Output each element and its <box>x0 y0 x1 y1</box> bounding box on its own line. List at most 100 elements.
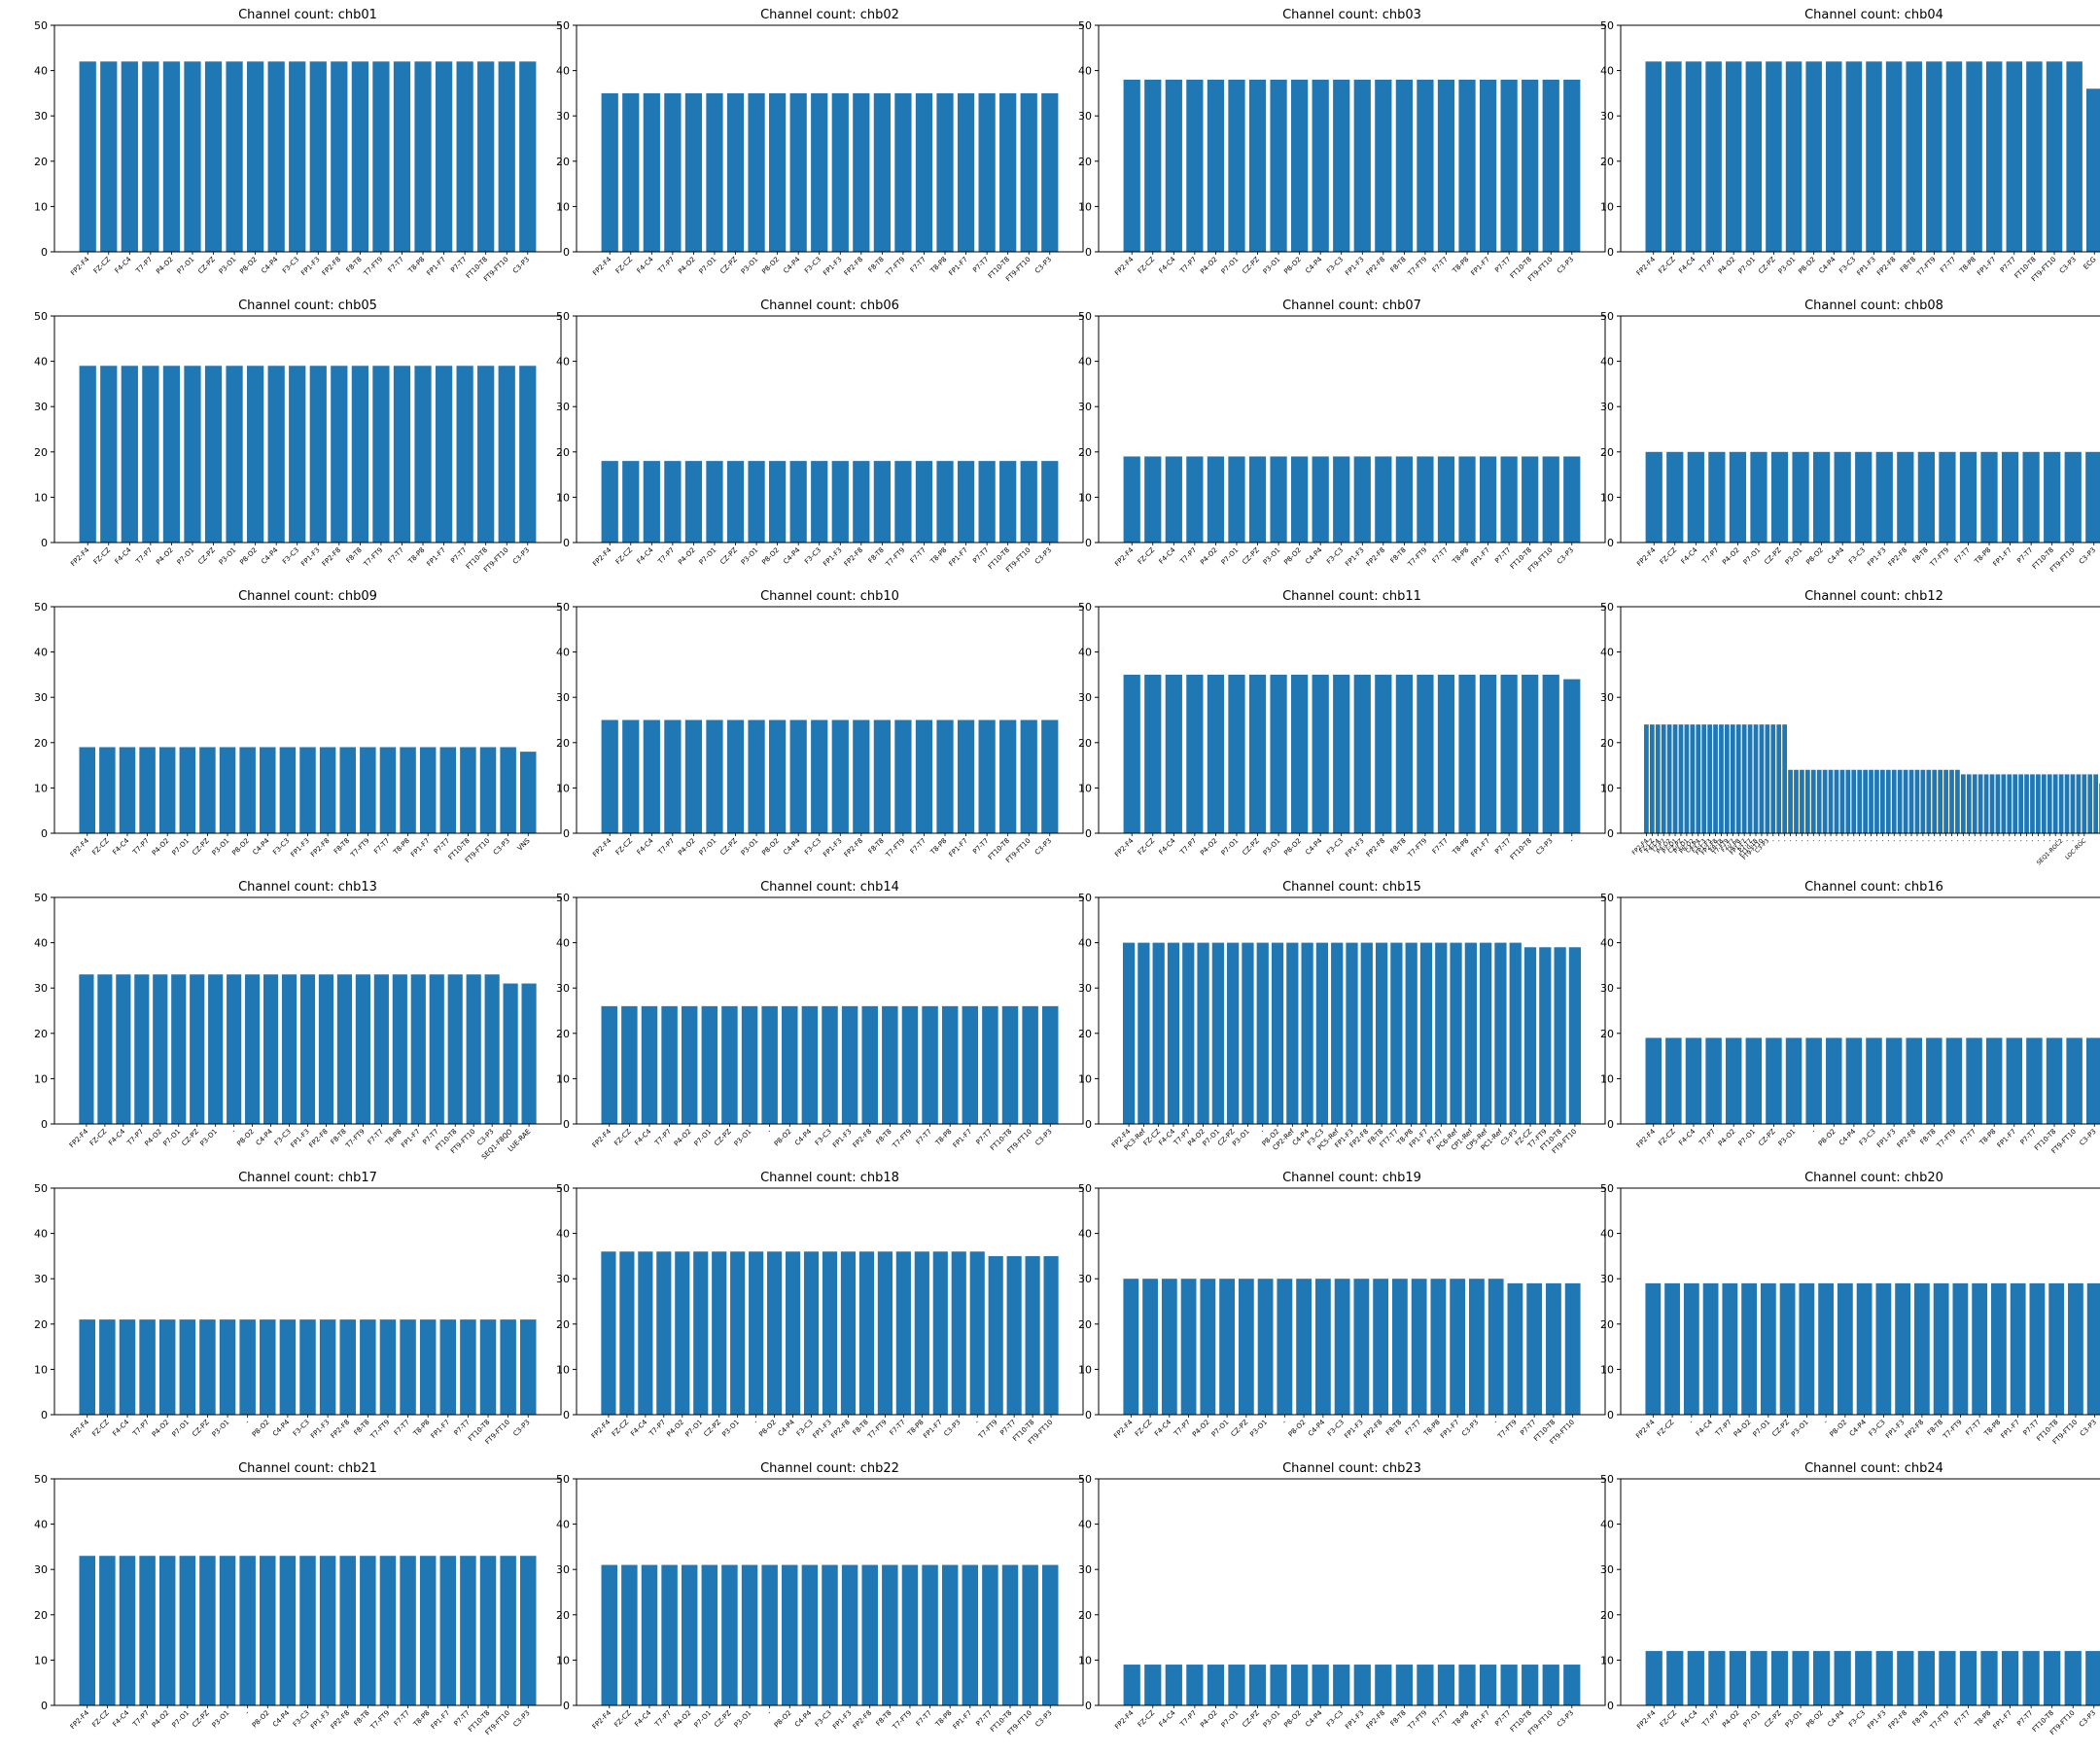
x-tick-label: FP2-F4 <box>591 1127 613 1149</box>
bar <box>1725 61 1742 252</box>
y-tick-label: 30 <box>556 1563 570 1576</box>
y-tick-label: 10 <box>556 1654 570 1666</box>
bar <box>1645 1282 1662 1415</box>
x-tick-label: C4-P4 <box>782 545 802 566</box>
y-tick-label: 40 <box>556 1519 570 1531</box>
bar <box>2070 774 2076 833</box>
x-tick-label: F7-T7 <box>1953 546 1972 565</box>
x-tick-label: - <box>1568 836 1576 844</box>
bar <box>1943 769 1948 833</box>
y-tick-label: 20 <box>1078 1028 1092 1040</box>
bar <box>116 974 131 1124</box>
y-tick-label: 40 <box>1078 1228 1092 1241</box>
bar <box>1972 1282 1988 1415</box>
bar <box>936 719 954 833</box>
bar <box>1661 724 1666 833</box>
bar <box>767 1251 783 1415</box>
bar <box>1333 79 1350 252</box>
y-tick-label: 0 <box>563 827 570 840</box>
bar <box>1391 1279 1408 1415</box>
subplot-title: Channel count: chb12 <box>1804 589 1943 604</box>
bar <box>1914 769 1920 833</box>
x-tick-label: F3-C3 <box>814 1709 833 1729</box>
y-tick-label: 0 <box>1085 1118 1092 1131</box>
x-tick-label: P7-O1 <box>698 256 718 276</box>
bar <box>601 92 618 253</box>
x-tick-label: T7-FT9 <box>348 837 370 859</box>
x-tick-label: - <box>1908 837 1914 843</box>
subplot-title: Channel count: chb22 <box>760 1461 899 1476</box>
bar <box>2085 1651 2100 1705</box>
y-tick-label: 50 <box>556 1182 570 1195</box>
bar <box>1991 1282 2007 1415</box>
x-tick-label: CZ-PZ <box>1230 1419 1250 1439</box>
x-tick-label: FP1-F3 <box>299 546 321 568</box>
x-tick-label: P7-T7 <box>1493 837 1512 856</box>
x-tick-label: C4-P4 <box>777 1418 797 1438</box>
bar <box>1926 61 1942 252</box>
x-tick-label: T7-P7 <box>125 1128 145 1147</box>
bar <box>1270 1665 1287 1705</box>
subplot-title: Channel count: chb02 <box>760 8 899 22</box>
bar <box>2001 451 2019 543</box>
x-tick-label: - <box>2001 837 2007 843</box>
x-tick-label: FP1-F7 <box>430 1709 451 1731</box>
x-tick-label: T8-P8 <box>406 546 426 566</box>
bar <box>439 747 457 833</box>
bar <box>260 1556 276 1705</box>
bar <box>1851 769 1857 833</box>
x-tick-label: F4-C4 <box>1677 1127 1697 1146</box>
bar <box>915 92 933 253</box>
x-tick-label: F3-C3 <box>281 546 300 566</box>
bar <box>882 1005 898 1124</box>
x-tick-label: C4-P4 <box>1304 836 1324 857</box>
bar <box>1960 774 1966 833</box>
bar <box>1856 1282 1872 1415</box>
x-tick-label: - <box>1897 837 1903 843</box>
bar <box>1291 674 1309 833</box>
x-tick-label: - <box>1863 837 1869 843</box>
y-tick-label: 40 <box>556 647 570 659</box>
y-tick-label: 10 <box>556 1072 570 1085</box>
bar <box>1248 456 1267 543</box>
subplot-22: Channel count: chb22 0 10 20 30 40 50 FP2-F4 FZ-… <box>556 1461 1084 1736</box>
bar <box>289 366 306 543</box>
x-tick-label: T7-FT9 <box>1928 1709 1950 1732</box>
bar <box>1417 79 1434 252</box>
axes-frame <box>1098 1478 1606 1706</box>
bar <box>1450 1279 1466 1415</box>
y-tick-label: 40 <box>1600 356 1614 368</box>
x-tick-label: T8-P8 <box>1973 546 1992 566</box>
bar <box>1522 1665 1539 1705</box>
bar <box>1522 674 1539 833</box>
bar <box>1020 719 1037 833</box>
bar <box>1649 724 1655 833</box>
subplot-24: Channel count: chb24 0 10 20 30 40 50 FP2-F4 FZ-… <box>1600 1461 2100 1736</box>
bar <box>601 461 618 543</box>
bar <box>1959 451 1978 543</box>
x-tick-label: F4-C4 <box>114 545 133 565</box>
x-tick-label: P7-O1 <box>1752 1419 1772 1439</box>
x-tick-label: P3-O1 <box>1262 837 1282 858</box>
bar <box>179 747 196 833</box>
y-tick-label: 20 <box>556 446 570 459</box>
x-tick-label: F3-C3 <box>281 256 300 275</box>
x-tick-label: FZ-CZ <box>1657 256 1677 276</box>
bar <box>1966 1037 1982 1124</box>
bar <box>2018 774 2023 833</box>
bar <box>1464 942 1477 1124</box>
y-tick-label: 30 <box>1600 110 1614 123</box>
bar <box>1866 61 1882 252</box>
bar <box>1785 61 1802 252</box>
bar <box>1479 79 1497 252</box>
bar <box>831 719 849 833</box>
bar <box>1917 1651 1935 1705</box>
bar <box>1469 1279 1485 1415</box>
bar <box>915 461 933 543</box>
x-tick-label: F8-T8 <box>1384 1419 1403 1437</box>
x-tick-label: P7-T7 <box>1493 1709 1512 1728</box>
x-tick-label: FP2-F4 <box>1113 255 1136 277</box>
x-tick-label: P8-O2 <box>1282 1709 1303 1730</box>
x-tick-label: P7-T7 <box>449 546 468 565</box>
bar <box>289 61 306 252</box>
